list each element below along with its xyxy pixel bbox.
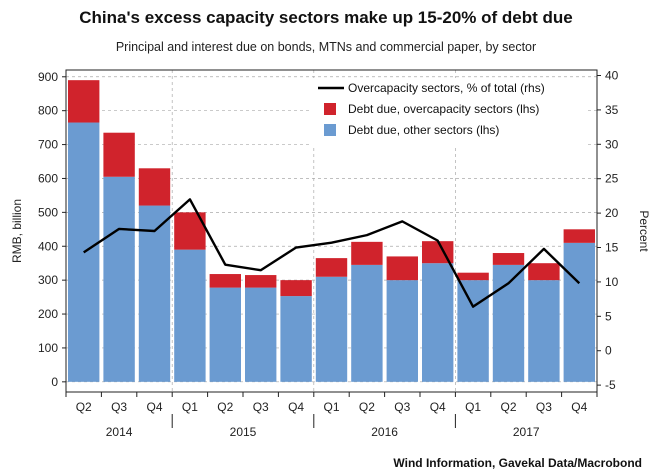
x-tick-label: Q4 [146, 400, 162, 414]
bar-overcapacity-sectors [528, 263, 560, 281]
legend-label: Debt due, overcapacity sectors (lhs) [348, 102, 539, 116]
x-year-label: 2017 [513, 425, 540, 439]
bar-other-sectors [422, 263, 454, 382]
bar-other-sectors [315, 276, 348, 382]
bar-overcapacity-sectors [386, 256, 418, 281]
plot-frame [65, 69, 598, 393]
left-tick-label: 300 [38, 273, 58, 287]
bar-other-sectors [174, 249, 206, 382]
left-tick-label: 900 [38, 70, 58, 84]
left-tick-label: 0 [51, 375, 58, 389]
bar-overcapacity-sectors [280, 280, 312, 297]
x-tick-label: Q4 [430, 400, 446, 414]
right-tick-label: 5 [605, 309, 612, 323]
bar-overcapacity-sectors [457, 272, 489, 281]
y-axis-title-left: RMB, billion [10, 199, 24, 263]
bar-overcapacity-sectors [138, 168, 171, 206]
bar-overcapacity-sectors [492, 253, 525, 265]
x-tick-label: Q3 [536, 400, 552, 414]
left-tick-label: 700 [38, 138, 58, 152]
x-tick-label: Q2 [217, 400, 233, 414]
bar-other-sectors [245, 287, 277, 382]
line-overcapacity-share [83, 198, 581, 308]
x-tick-label: Q3 [111, 400, 127, 414]
right-tick-label: 25 [605, 172, 619, 186]
x-year-label: 2016 [371, 425, 398, 439]
bar-other-sectors [351, 264, 383, 382]
x-year-label: 2015 [230, 425, 257, 439]
bar-overcapacity-sectors [315, 258, 348, 277]
y-axis-title-right: Percent [637, 210, 651, 252]
bar-other-sectors [280, 296, 312, 382]
x-tick-label: Q2 [76, 400, 92, 414]
x-tick-label: Q2 [500, 400, 516, 414]
legend-label: Overcapacity sectors, % of total (rhs) [348, 81, 545, 95]
x-tick-label: Q4 [571, 400, 587, 414]
right-tick-label: 30 [605, 137, 619, 151]
x-tick-label: Q1 [465, 400, 481, 414]
right-tick-label: -5 [605, 378, 616, 392]
legend-label: Debt due, other sectors (lhs) [348, 123, 499, 137]
legend-background [312, 78, 588, 147]
bar-overcapacity-sectors [563, 229, 595, 243]
right-tick-label: 10 [605, 275, 619, 289]
x-tick-label: Q3 [253, 400, 269, 414]
bar-other-sectors [457, 280, 489, 382]
bar-other-sectors [209, 287, 241, 382]
bar-other-sectors [138, 205, 171, 382]
right-tick-label: 40 [605, 69, 619, 83]
x-tick-label: Q1 [182, 400, 198, 414]
left-tick-label: 600 [38, 171, 58, 185]
bar-other-sectors [103, 176, 135, 382]
bar-overcapacity-sectors [209, 274, 241, 288]
bar-overcapacity-sectors [245, 275, 277, 288]
right-tick-label: 20 [605, 206, 619, 220]
bar-other-sectors [528, 280, 560, 382]
left-tick-label: 200 [38, 307, 58, 321]
x-tick-label: Q4 [288, 400, 304, 414]
x-tick-label: Q1 [323, 400, 339, 414]
left-tick-label: 500 [38, 205, 58, 219]
x-year-label: 2014 [106, 425, 133, 439]
right-tick-label: 15 [605, 241, 619, 255]
right-tick-label: 35 [605, 103, 619, 117]
x-tick-label: Q3 [394, 400, 410, 414]
chart-title: China's excess capacity sectors make up … [79, 8, 573, 27]
bar-other-sectors [386, 280, 418, 382]
legend-swatch-bar [324, 103, 336, 115]
x-tick-label: Q2 [359, 400, 375, 414]
right-tick-label: 0 [605, 344, 612, 358]
left-tick-label: 400 [38, 239, 58, 253]
bar-other-sectors [563, 242, 595, 382]
left-tick-label: 800 [38, 104, 58, 118]
bar-overcapacity-sectors [103, 132, 135, 177]
legend-swatch-bar [324, 124, 336, 136]
left-tick-label: 100 [38, 341, 58, 355]
bar-overcapacity-sectors [351, 241, 383, 265]
chart-subtitle: Principal and interest due on bonds, MTN… [115, 40, 537, 54]
bar-overcapacity-sectors [68, 80, 100, 123]
chart-source: Wind Information, Gavekal Data/Macrobond [393, 456, 642, 470]
